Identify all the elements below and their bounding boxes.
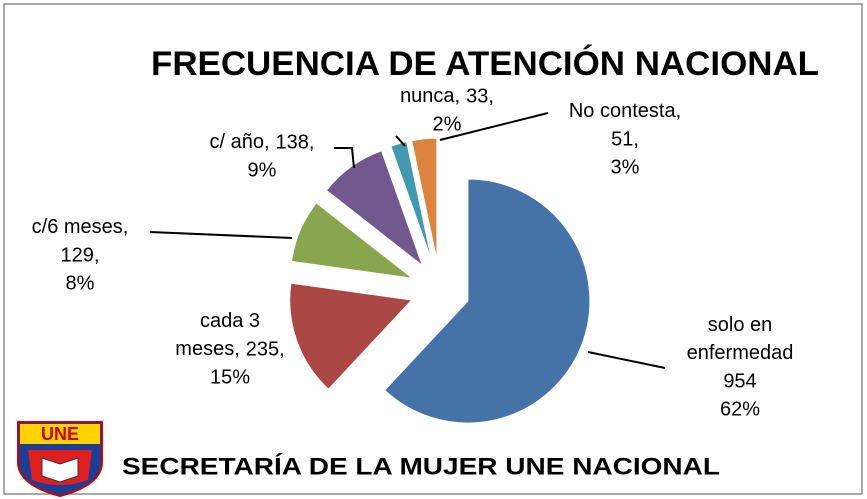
logo-book bbox=[41, 457, 79, 483]
data-label-value: 954 bbox=[723, 370, 756, 392]
logo-text: UNE bbox=[41, 424, 79, 444]
leader-line bbox=[334, 147, 355, 169]
data-label-category: nunca, bbox=[400, 85, 460, 107]
pie-slice bbox=[411, 137, 438, 261]
data-label-value: 138, bbox=[276, 131, 315, 153]
data-label-percent: 15% bbox=[210, 366, 250, 388]
data-label-percent: 9% bbox=[248, 159, 277, 181]
data-label-category: c/ año, bbox=[210, 131, 270, 153]
data-label-value: 235, bbox=[246, 338, 285, 360]
pie-slice bbox=[290, 202, 415, 280]
data-label-percent: 3% bbox=[611, 156, 640, 178]
pie-slice bbox=[289, 282, 413, 390]
data-label-percent: 2% bbox=[433, 113, 462, 135]
leader-line bbox=[395, 135, 406, 147]
data-label-percent: 8% bbox=[66, 272, 95, 294]
data-label-percent: 62% bbox=[720, 398, 760, 420]
pie-slice bbox=[390, 141, 433, 262]
leader-line bbox=[149, 231, 293, 239]
data-label-category: c/6 meses, bbox=[32, 216, 129, 238]
leader-line bbox=[439, 112, 549, 141]
logo: UNE bbox=[17, 421, 103, 498]
chart-title: FRECUENCIA DE ATENCIÓN NACIONAL bbox=[151, 45, 819, 83]
data-label-category: No contesta, bbox=[569, 100, 681, 122]
data-label-category: cada 3 meses, bbox=[175, 310, 265, 360]
footer-text: SECRETARÍA DE LA MUJER UNE NACIONAL bbox=[122, 452, 720, 480]
logo-band bbox=[20, 424, 100, 444]
data-label-value: 129, bbox=[61, 244, 100, 266]
data-label-category: solo en enfermedad bbox=[687, 314, 794, 364]
pie-slice bbox=[325, 150, 424, 268]
pie-slice bbox=[383, 178, 591, 424]
leader-line bbox=[587, 351, 666, 369]
data-label-value: 33, bbox=[466, 85, 494, 107]
data-label-value: 51, bbox=[611, 128, 639, 150]
